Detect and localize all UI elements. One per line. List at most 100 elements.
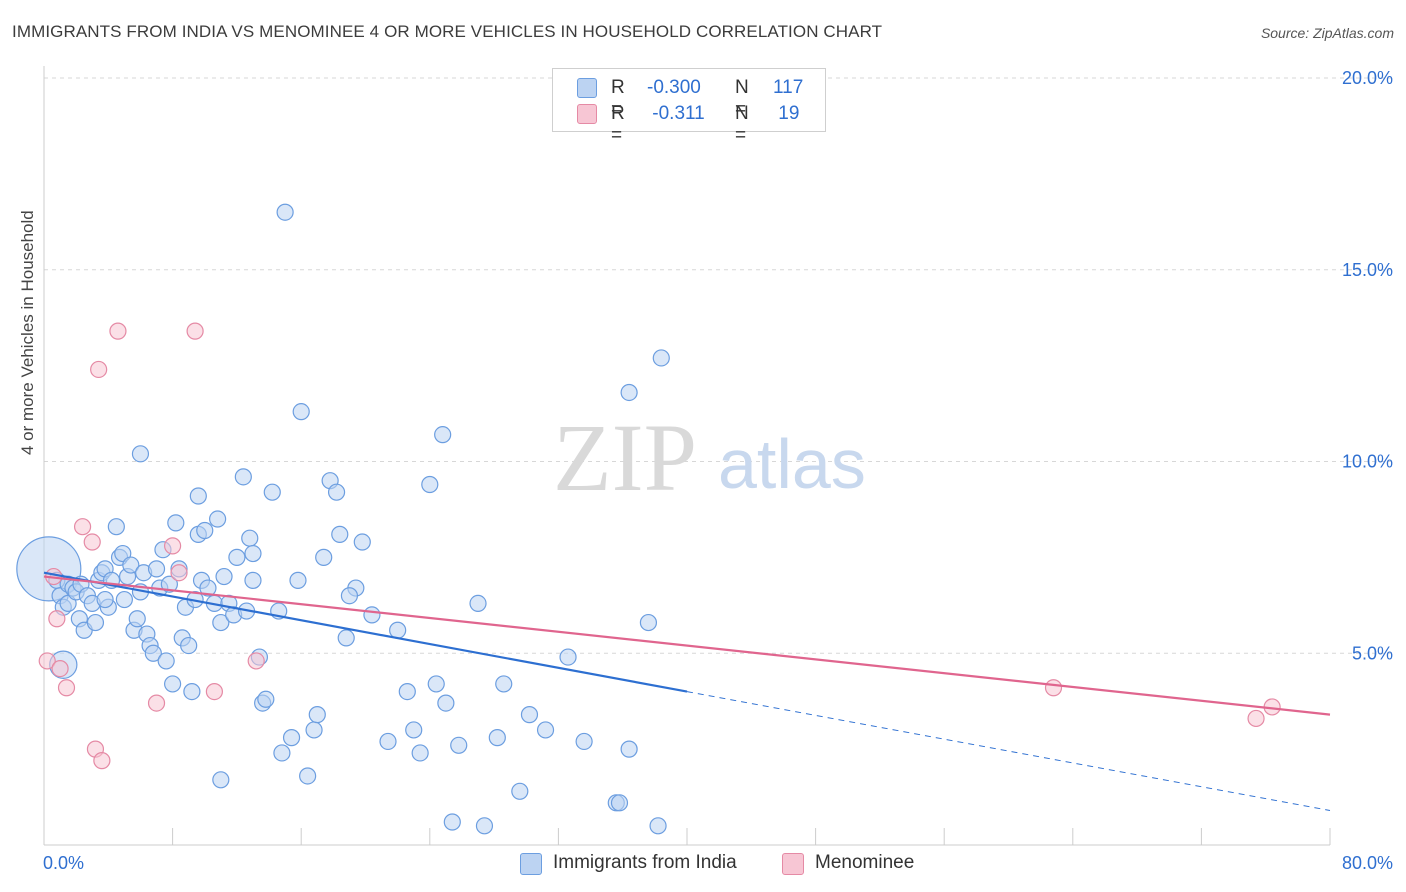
menominee-point: [247, 652, 265, 670]
india-point: [511, 782, 529, 800]
y-tick-label: 5.0%: [1352, 643, 1393, 663]
india-legend-swatch: [520, 853, 542, 875]
india-point: [475, 817, 494, 835]
india-swatch: [577, 78, 597, 98]
india-point: [273, 744, 291, 762]
india-point: [434, 426, 452, 444]
india-point: [427, 675, 445, 693]
watermark-zip: ZIP: [553, 404, 697, 511]
india-point: [234, 468, 252, 486]
india-point: [244, 571, 262, 589]
india-point: [241, 529, 259, 547]
india-trend-extension: [686, 691, 1331, 811]
menominee-point: [57, 679, 76, 697]
menominee-legend-label: Menominee: [815, 852, 915, 873]
india-point: [652, 349, 670, 367]
r-value: -0.311: [647, 103, 705, 124]
y-axis-label: 4 or more Vehicles in Household: [18, 210, 37, 455]
n-label: N =: [735, 77, 749, 120]
india-point: [228, 548, 246, 566]
n-value: 117: [773, 77, 804, 98]
india-point: [337, 629, 355, 647]
india-point: [180, 636, 198, 655]
menominee-trend-line: [43, 575, 1331, 716]
india-point: [327, 483, 346, 501]
y-tick-label: 20.0%: [1342, 68, 1393, 88]
india-point: [276, 203, 294, 221]
menominee-legend-swatch: [782, 853, 804, 875]
menominee-point: [1247, 709, 1265, 728]
india-point: [96, 590, 114, 609]
india-point: [189, 487, 207, 505]
india-point: [398, 682, 416, 701]
menominee-swatch: [577, 104, 597, 124]
india-point: [164, 675, 182, 693]
india-point: [331, 525, 349, 543]
menominee-point: [90, 360, 108, 379]
india-point: [282, 729, 301, 747]
india-point: [469, 594, 487, 612]
india-point: [353, 533, 371, 551]
india-point: [421, 475, 439, 494]
india-point: [244, 544, 262, 563]
menominee-point: [83, 533, 101, 551]
menominee-point: [1044, 679, 1063, 697]
india-point: [86, 613, 105, 632]
menominee-point: [186, 322, 204, 340]
india-point: [299, 767, 317, 785]
india-point: [450, 736, 468, 754]
menominee-point: [147, 694, 166, 712]
india-point: [115, 590, 133, 609]
india-point: [183, 682, 201, 701]
india-legend-label: Immigrants from India: [553, 852, 737, 873]
source-label: Source: ZipAtlas.com: [1260, 25, 1394, 41]
india-point: [559, 648, 577, 666]
india-point: [620, 383, 638, 402]
menominee-point: [73, 518, 92, 536]
menominee-point: [170, 564, 188, 582]
r-value: -0.300: [647, 77, 701, 98]
india-point: [411, 744, 429, 762]
india-point: [122, 556, 140, 574]
india-point: [639, 613, 658, 632]
india-trend-line: [43, 571, 688, 693]
india-point: [199, 579, 217, 597]
india-point: [257, 690, 275, 708]
india-point: [167, 514, 185, 532]
india-point: [340, 587, 359, 605]
india-point: [215, 567, 233, 586]
india-point: [315, 548, 333, 566]
india-point: [620, 740, 638, 758]
india-point: [308, 706, 326, 724]
india-point: [157, 652, 175, 670]
x-tick-label: 80.0%: [1342, 853, 1393, 873]
india-point: [289, 571, 307, 589]
india-point: [212, 771, 230, 789]
india-point: [520, 706, 539, 724]
x-tick-label: 0.0%: [43, 853, 84, 873]
india-point: [107, 518, 125, 536]
watermark-atlas: atlas: [718, 425, 866, 503]
r-label: R =: [611, 77, 625, 120]
india-point: [147, 560, 166, 578]
india-point: [209, 510, 227, 528]
india-point: [389, 621, 407, 639]
india-point: [405, 721, 423, 739]
india-point: [212, 613, 230, 632]
india-point: [437, 694, 455, 712]
india-point: [160, 575, 178, 593]
menominee-point: [38, 652, 56, 670]
india-point: [263, 483, 281, 501]
menominee-point: [205, 682, 223, 701]
menominee-point: [51, 659, 69, 678]
india-point: [128, 610, 146, 628]
india-point: [144, 644, 162, 662]
india-point: [363, 606, 381, 624]
india-point: [443, 813, 461, 831]
india-point: [131, 445, 150, 463]
india-point: [575, 732, 593, 751]
india-point: [649, 817, 667, 835]
stats-legend: R = -0.300 N = 117 R = -0.311 N = 19: [552, 68, 826, 146]
india-point: [379, 732, 397, 751]
